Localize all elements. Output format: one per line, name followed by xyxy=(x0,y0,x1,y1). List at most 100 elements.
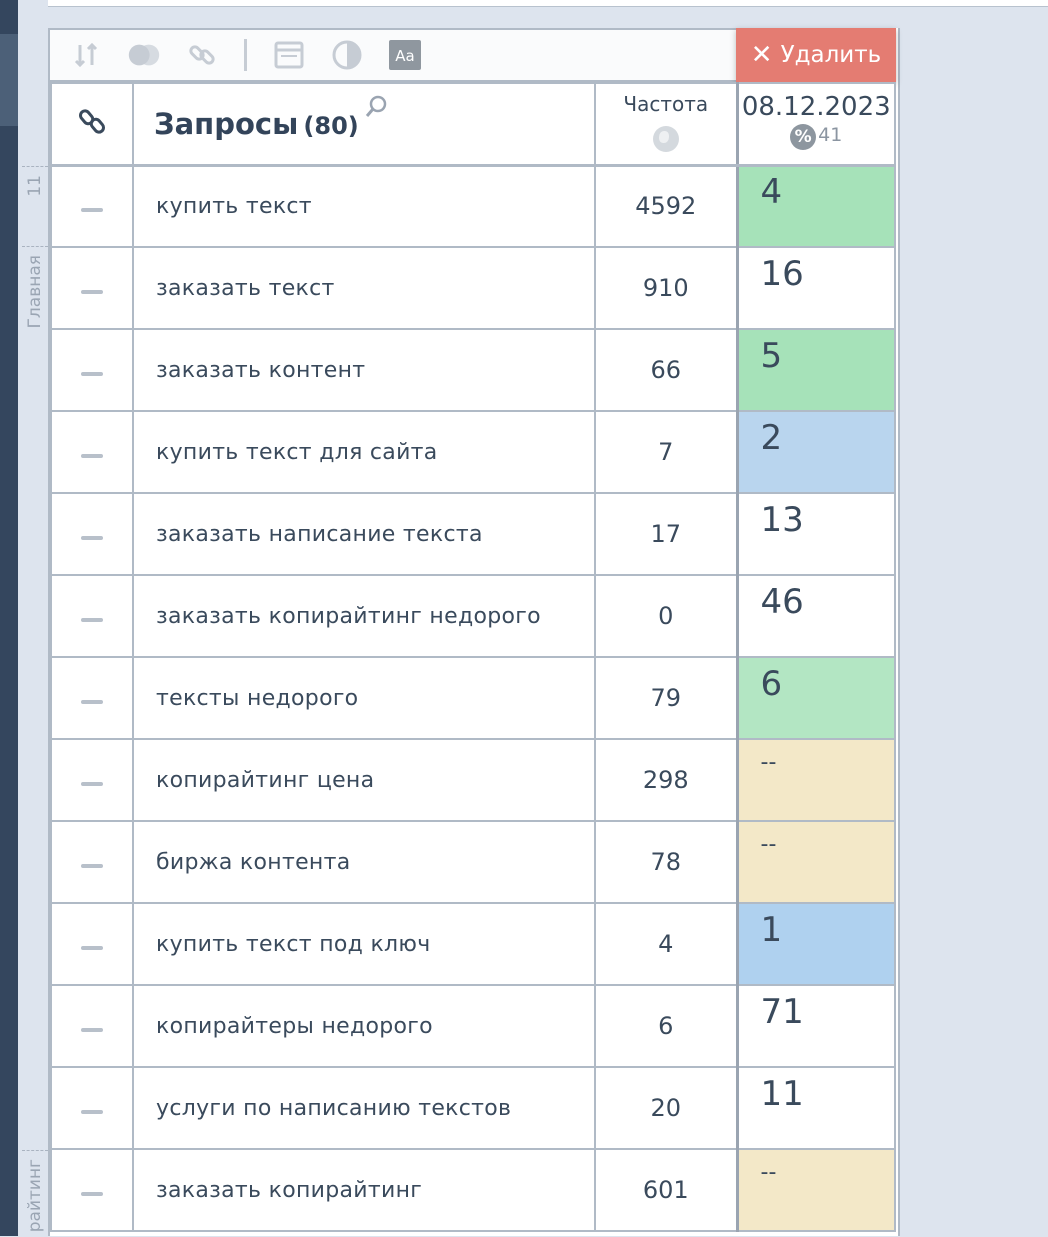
row-link-cell[interactable] xyxy=(50,738,134,822)
position-cell[interactable]: 4 xyxy=(735,164,896,248)
position-cell[interactable]: -- xyxy=(735,1148,896,1232)
queries-table: Запросы (80) Частота 08.12.2023 % 41 xyxy=(50,82,896,1232)
query-cell[interactable]: биржа контента xyxy=(132,820,596,904)
frequency-cell: 7 xyxy=(594,410,738,494)
frequency-cell: 4592 xyxy=(594,164,738,248)
table-row[interactable]: услуги по написанию текстов 20 11 xyxy=(50,1066,896,1150)
table-row[interactable]: купить текст 4592 4 xyxy=(50,164,896,248)
frequency-value: 6 xyxy=(658,1012,674,1040)
row-link-cell[interactable] xyxy=(50,492,134,576)
row-link-cell[interactable] xyxy=(50,984,134,1068)
search-icon[interactable] xyxy=(364,95,388,123)
position-value: 4 xyxy=(760,172,783,213)
position-value: 1 xyxy=(760,910,783,950)
row-link-cell[interactable] xyxy=(50,1066,134,1150)
position-cell[interactable]: 5 xyxy=(735,328,896,412)
table-row[interactable]: заказать текст 910 16 xyxy=(50,246,896,330)
position-value: 71 xyxy=(760,992,804,1032)
queries-panel: Aa ✕ Удалить Запросы (80) Частота xyxy=(48,28,900,1236)
sort-icon[interactable] xyxy=(70,39,102,71)
date-column-header[interactable]: 08.12.2023 % 41 xyxy=(735,82,896,167)
query-text: купить текст под ключ xyxy=(156,931,431,957)
sidebar-tab[interactable] xyxy=(0,34,18,126)
link-column-header[interactable] xyxy=(50,82,134,167)
query-cell[interactable]: заказать копирайтинг недорого xyxy=(132,574,596,658)
row-link-cell[interactable] xyxy=(50,410,134,494)
table-row[interactable]: биржа контента 78 -- xyxy=(50,820,896,904)
position-cell[interactable]: -- xyxy=(735,820,896,904)
table-row[interactable]: копирайтеры недорого 6 71 xyxy=(50,984,896,1068)
row-link-cell[interactable] xyxy=(50,246,134,330)
query-text: копирайтеры недорого xyxy=(156,1013,433,1039)
row-link-cell[interactable] xyxy=(50,820,134,904)
query-cell[interactable]: копирайтинг цена xyxy=(132,738,596,822)
frequency-cell: 20 xyxy=(594,1066,738,1150)
query-cell[interactable]: тексты недорого xyxy=(132,656,596,740)
position-cell[interactable]: 2 xyxy=(735,410,896,494)
table-row[interactable]: заказать контент 66 5 xyxy=(50,328,896,412)
minus-icon xyxy=(81,945,103,950)
query-cell[interactable]: услуги по написанию текстов xyxy=(132,1066,596,1150)
position-cell[interactable]: 1 xyxy=(735,902,896,986)
query-cell[interactable]: заказать написание текста xyxy=(132,492,596,576)
query-cell[interactable]: заказать текст xyxy=(132,246,596,330)
table-row[interactable]: купить текст под ключ 4 1 xyxy=(50,902,896,986)
query-text: купить текст для сайта xyxy=(156,439,438,465)
query-cell[interactable]: купить текст под ключ xyxy=(132,902,596,986)
frequency-value: 66 xyxy=(650,356,682,384)
row-link-cell[interactable] xyxy=(50,656,134,740)
position-cell[interactable]: 16 xyxy=(735,246,896,330)
query-cell[interactable]: купить текст xyxy=(132,164,596,248)
frequency-cell: 910 xyxy=(594,246,738,330)
group-label-copywriting[interactable]: райтинг xyxy=(22,1150,48,1237)
contrast-icon[interactable] xyxy=(331,39,363,71)
position-cell[interactable]: 46 xyxy=(735,574,896,658)
position-cell[interactable]: 11 xyxy=(735,1066,896,1150)
query-cell[interactable]: купить текст для сайта xyxy=(132,410,596,494)
position-cell[interactable]: -- xyxy=(735,738,896,822)
window-icon[interactable] xyxy=(273,39,305,71)
row-link-cell[interactable] xyxy=(50,328,134,412)
table-row[interactable]: копирайтинг цена 298 -- xyxy=(50,738,896,822)
group-label-main[interactable]: Главная xyxy=(22,246,48,347)
table-row[interactable]: заказать написание текста 17 13 xyxy=(50,492,896,576)
row-link-cell[interactable] xyxy=(50,574,134,658)
query-text: заказать копирайтинг недорого xyxy=(156,603,541,629)
minus-icon xyxy=(81,863,103,868)
row-link-cell[interactable] xyxy=(50,1148,134,1232)
position-value: 5 xyxy=(760,336,783,376)
queries-column-header[interactable]: Запросы (80) xyxy=(132,82,596,167)
frequency-cell: 0 xyxy=(594,574,738,658)
position-cell[interactable]: 6 xyxy=(735,656,896,740)
percent-value: 41 xyxy=(818,124,843,146)
frequency-cell: 79 xyxy=(594,656,738,740)
minus-icon xyxy=(81,453,103,458)
query-cell[interactable]: заказать контент xyxy=(132,328,596,412)
frequency-cell: 6 xyxy=(594,984,738,1068)
query-cell[interactable]: копирайтеры недорого xyxy=(132,984,596,1068)
toggle-icon[interactable] xyxy=(128,39,160,71)
position-value: 11 xyxy=(760,1074,804,1114)
link-icon[interactable] xyxy=(186,39,218,71)
delete-button[interactable]: ✕ Удалить xyxy=(736,28,896,82)
row-link-cell[interactable] xyxy=(50,902,134,986)
font-icon[interactable]: Aa xyxy=(389,39,421,71)
position-cell[interactable]: 13 xyxy=(735,492,896,576)
position-cell[interactable]: 71 xyxy=(735,984,896,1068)
row-link-cell[interactable] xyxy=(50,164,134,248)
table-row[interactable]: купить текст для сайта 7 2 xyxy=(50,410,896,494)
query-cell[interactable]: заказать копирайтинг xyxy=(132,1148,596,1232)
group-label-11[interactable]: 11 xyxy=(22,166,48,247)
minus-icon xyxy=(81,1191,103,1196)
query-text: тексты недорого xyxy=(156,685,359,711)
query-text: купить текст xyxy=(156,193,312,219)
minus-icon xyxy=(81,535,103,540)
frequency-cell: 4 xyxy=(594,902,738,986)
group-label-text: 11 xyxy=(25,175,45,197)
table-row[interactable]: заказать копирайтинг 601 -- xyxy=(50,1148,896,1232)
table-row[interactable]: заказать копирайтинг недорого 0 46 xyxy=(50,574,896,658)
minus-icon xyxy=(81,617,103,622)
table-row[interactable]: тексты недорого 79 6 xyxy=(50,656,896,740)
frequency-column-header[interactable]: Частота xyxy=(594,82,738,167)
query-text: заказать написание текста xyxy=(156,521,483,547)
